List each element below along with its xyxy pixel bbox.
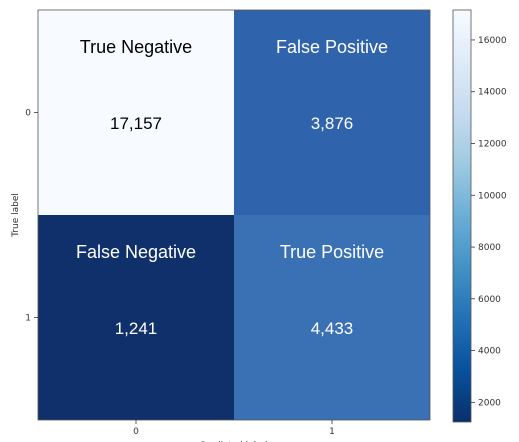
colorbar-gradient [452, 9, 472, 423]
colorbar-tick-label: 8000 [478, 243, 501, 253]
cell-title-label: False Negative [76, 242, 196, 262]
heatmap-cell [234, 10, 430, 215]
colorbar: 2000 4000 6000 8000 10000 12000 14000 16000 [452, 9, 507, 423]
colorbar-tick-label: 16000 [478, 36, 507, 46]
heatmap-cells: True Negative 17,157 False Positive 3,876 Fa… [38, 10, 430, 420]
y-axis-title: True label [11, 193, 21, 238]
colorbar-tick-label: 14000 [478, 88, 507, 98]
y-tick-label: 0 [25, 109, 31, 119]
cell-title-label: True Positive [280, 242, 384, 262]
cell-value-label: 3,876 [311, 114, 354, 133]
cell-value-label: 4,433 [311, 319, 354, 338]
heatmap-cell [38, 10, 234, 215]
heatmap-cell [234, 215, 430, 420]
colorbar-tick-label: 2000 [478, 398, 501, 408]
colorbar-tick-label: 12000 [478, 139, 507, 149]
cell-value-label: 1,241 [115, 319, 158, 338]
plot-frame [37, 9, 431, 421]
heatmap-cell [38, 215, 234, 420]
cell-value-label: 17,157 [110, 114, 162, 133]
cell-title-label: True Negative [80, 37, 192, 57]
y-tick-label: 1 [25, 314, 31, 324]
colorbar-tick-label: 10000 [478, 191, 507, 201]
x-tick-label: 0 [133, 427, 139, 437]
colorbar-tick-label: 6000 [478, 295, 501, 305]
x-tick-label: 1 [329, 427, 335, 437]
cell-title-label: False Positive [276, 37, 388, 57]
colorbar-tick-label: 4000 [478, 347, 501, 357]
